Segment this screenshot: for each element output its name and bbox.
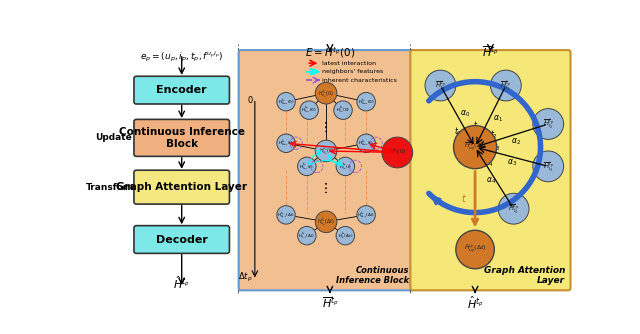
Circle shape <box>357 93 375 111</box>
Text: Decoder: Decoder <box>156 234 207 244</box>
Text: Continuous Inference
Block: Continuous Inference Block <box>118 127 244 149</box>
Text: $\alpha_4$: $\alpha_4$ <box>486 176 497 186</box>
Circle shape <box>533 151 564 182</box>
Circle shape <box>454 126 497 169</box>
Text: Graph Attention
Layer: Graph Attention Layer <box>484 266 565 285</box>
Circle shape <box>334 101 352 119</box>
Text: $\alpha_1$: $\alpha_1$ <box>493 114 503 124</box>
Text: $H^{t_p}(0)$: $H^{t_p}(0)$ <box>388 148 406 157</box>
Circle shape <box>490 70 521 101</box>
Text: $t_2$: $t_2$ <box>490 128 497 141</box>
Text: $\overline{H}^{t_p}_{i_2}$: $\overline{H}^{t_p}_{i_2}$ <box>543 117 554 131</box>
Text: Update: Update <box>95 133 132 142</box>
Text: $\alpha_3$: $\alpha_3$ <box>508 157 517 168</box>
Text: $\hat{H}^{t_p}_{u_p}(\Delta t)$: $\hat{H}^{t_p}_{u_p}(\Delta t)$ <box>464 243 486 256</box>
Circle shape <box>336 157 355 176</box>
FancyBboxPatch shape <box>239 50 413 290</box>
Text: $t_4$: $t_4$ <box>486 156 494 169</box>
Text: $H^{t_p}_{u_{p,2}}(0)$: $H^{t_p}_{u_{p,2}}(0)$ <box>358 97 374 107</box>
Text: $\Delta t_p$: $\Delta t_p$ <box>238 271 253 284</box>
Text: $\hat{H}^{t_p}$: $\hat{H}^{t_p}$ <box>467 295 483 311</box>
Text: $H^{t_p}_{i_{p,1}}(t)$: $H^{t_p}_{i_{p,1}}(t)$ <box>300 161 314 172</box>
Text: $\overline{H}^{t_p}$: $\overline{H}^{t_p}$ <box>482 45 499 59</box>
Text: $\overline{H}^{t_p}_{i_1}$: $\overline{H}^{t_p}_{i_1}$ <box>500 78 511 93</box>
Text: $\overline{H}^{t_p}_{i_0}$: $\overline{H}^{t_p}_{i_0}$ <box>435 78 446 93</box>
Text: $H^{t_p}_{i_{p,1}}(\Delta t)$: $H^{t_p}_{i_{p,1}}(\Delta t)$ <box>298 230 316 241</box>
Text: Graph Attention Layer: Graph Attention Layer <box>116 182 247 192</box>
Circle shape <box>382 137 413 168</box>
Text: neighbors' features: neighbors' features <box>322 69 383 74</box>
Circle shape <box>298 157 316 176</box>
Text: $H^{t_p}_{u_{p,2}}(t)$: $H^{t_p}_{u_{p,2}}(t)$ <box>358 138 374 148</box>
Text: 0: 0 <box>247 96 253 105</box>
Circle shape <box>425 70 456 101</box>
FancyBboxPatch shape <box>410 50 570 290</box>
Text: $t$: $t$ <box>461 192 467 204</box>
Text: $H^{t_p}_{u_{p,2}}(\Delta t)$: $H^{t_p}_{u_{p,2}}(\Delta t)$ <box>357 210 375 220</box>
Circle shape <box>533 109 564 139</box>
Text: $\alpha_2$: $\alpha_2$ <box>511 136 521 147</box>
Text: $E=H^{t_p}(0)$: $E=H^{t_p}(0)$ <box>305 45 355 59</box>
Text: $\overline{H}^{t_p}$: $\overline{H}^{t_p}$ <box>321 295 339 310</box>
Text: $\overline{H}^{t_p}_{u_p}(\Delta t)$: $\overline{H}^{t_p}_{u_p}(\Delta t)$ <box>464 141 486 154</box>
Text: $H^{t_p}_{i_p}(\Delta t)$: $H^{t_p}_{i_p}(\Delta t)$ <box>338 230 353 241</box>
Text: $H^{t_p}_{u_p}(0)$: $H^{t_p}_{u_p}(0)$ <box>318 88 334 99</box>
FancyBboxPatch shape <box>134 119 230 156</box>
Circle shape <box>276 93 295 111</box>
Text: $e_p=(u_p,i_p,t_p,f^{u_pi_p})$: $e_p=(u_p,i_p,t_p,f^{u_pi_p})$ <box>140 49 223 64</box>
FancyBboxPatch shape <box>134 76 230 104</box>
Circle shape <box>276 206 295 224</box>
Text: $\hat{H}^{t_p}$: $\hat{H}^{t_p}$ <box>173 275 190 291</box>
Text: $\overline{H}^{t_p}_{i_3}$: $\overline{H}^{t_p}_{i_3}$ <box>543 159 554 174</box>
Text: $H^{t_p}_{u_{p,1}}(\Delta t)$: $H^{t_p}_{u_{p,1}}(\Delta t)$ <box>277 210 295 220</box>
Text: $H^{t_p}_{u_p}(t)$: $H^{t_p}_{u_p}(t)$ <box>319 146 333 156</box>
Circle shape <box>316 140 337 162</box>
Text: latest interaction: latest interaction <box>322 61 376 66</box>
Circle shape <box>276 134 295 153</box>
Text: $H^{t_p}_{i_{p}}(0)$: $H^{t_p}_{i_{p}}(0)$ <box>336 105 350 116</box>
Text: $H^{t_p}_{u_{p,1}}(t)$: $H^{t_p}_{u_{p,1}}(t)$ <box>278 138 294 148</box>
Text: $H^{t_p}_{i_{p,1}}(0)$: $H^{t_p}_{i_{p,1}}(0)$ <box>301 105 317 116</box>
FancyBboxPatch shape <box>134 226 230 254</box>
Text: Encoder: Encoder <box>156 85 207 95</box>
Circle shape <box>300 101 318 119</box>
Circle shape <box>336 226 355 245</box>
Text: $\alpha_0$: $\alpha_0$ <box>460 108 470 119</box>
Text: $H^{t_p}_{i_p}(t)$: $H^{t_p}_{i_p}(t)$ <box>339 161 352 172</box>
Circle shape <box>357 206 375 224</box>
Text: $t_1$: $t_1$ <box>474 120 481 132</box>
Circle shape <box>316 211 337 232</box>
Circle shape <box>316 82 337 104</box>
Text: $t_0$: $t_0$ <box>454 125 462 138</box>
Text: $H^{t_p}_{u_{p,1}}(0)$: $H^{t_p}_{u_{p,1}}(0)$ <box>278 97 294 107</box>
Text: Transform: Transform <box>86 183 137 192</box>
Text: $H^{t_p}_{u_p}(\Delta t)$: $H^{t_p}_{u_p}(\Delta t)$ <box>317 216 335 227</box>
Circle shape <box>456 230 494 269</box>
Circle shape <box>357 134 375 153</box>
Circle shape <box>498 193 529 224</box>
Text: Continuous
Inference Block: Continuous Inference Block <box>335 266 409 285</box>
Text: $t_3$: $t_3$ <box>493 141 501 153</box>
Text: inherent characteristics: inherent characteristics <box>322 77 397 82</box>
FancyBboxPatch shape <box>134 170 230 204</box>
Circle shape <box>298 226 316 245</box>
Text: $\overline{H}^{t_p}_{i_4}$: $\overline{H}^{t_p}_{i_4}$ <box>508 201 519 216</box>
